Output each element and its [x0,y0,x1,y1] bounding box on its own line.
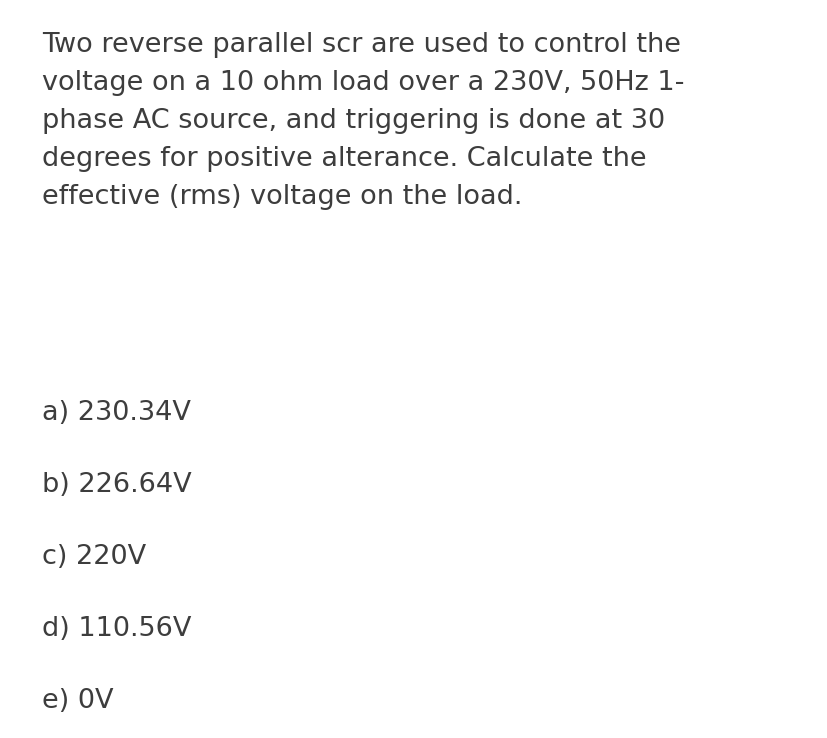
Text: b) 226.64V: b) 226.64V [42,472,191,498]
Text: Two reverse parallel scr are used to control the
voltage on a 10 ohm load over a: Two reverse parallel scr are used to con… [42,32,684,210]
Text: a) 230.34V: a) 230.34V [42,400,191,426]
Text: d) 110.56V: d) 110.56V [42,616,191,642]
Text: e) 0V: e) 0V [42,688,113,714]
Text: c) 220V: c) 220V [42,544,146,570]
